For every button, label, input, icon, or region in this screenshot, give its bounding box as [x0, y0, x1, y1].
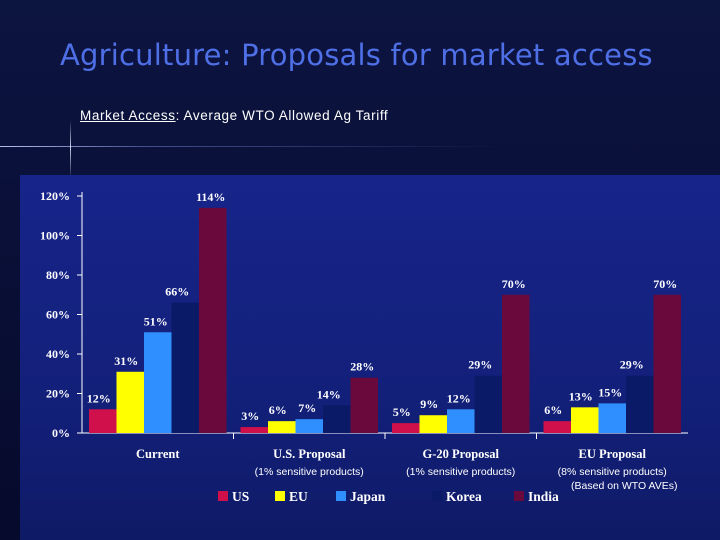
data-label-eu: 9% — [420, 397, 438, 411]
legend-swatch-korea — [432, 491, 442, 501]
bar-japan — [144, 332, 172, 433]
y-tick-label: 120% — [40, 189, 70, 203]
legend-label-japan: Japan — [350, 489, 386, 504]
x-category-note: (1% sensitive products) — [406, 466, 515, 478]
bar-us — [392, 423, 420, 433]
x-category-label: Current — [136, 447, 180, 461]
legend-swatch-india — [514, 491, 524, 501]
data-label-japan: 7% — [298, 401, 316, 415]
data-label-korea: 29% — [620, 358, 644, 372]
bar-eu — [268, 421, 296, 433]
data-label-eu: 6% — [269, 403, 287, 417]
bar-us — [543, 421, 571, 433]
y-tick-label: 40% — [46, 347, 70, 361]
bar-eu — [116, 371, 144, 433]
decor-horizontal-line — [0, 146, 720, 147]
y-tick-label: 100% — [40, 229, 70, 243]
legend-swatch-eu — [275, 491, 285, 501]
data-label-japan: 51% — [144, 314, 168, 328]
data-label-japan: 15% — [598, 385, 622, 399]
bar-us — [240, 427, 268, 433]
bar-us — [89, 409, 117, 433]
y-tick-label: 80% — [46, 268, 70, 282]
data-label-eu: 31% — [114, 354, 138, 368]
x-category-note: (8% sensitive products) — [558, 466, 667, 478]
bar-japan — [447, 409, 475, 433]
bar-korea — [474, 375, 502, 433]
data-label-us: 12% — [87, 391, 111, 405]
subtitle-market-access: Market Access — [80, 108, 176, 123]
bar-eu — [419, 415, 447, 433]
data-label-korea: 29% — [468, 358, 492, 372]
data-label-us: 3% — [241, 409, 259, 423]
legend-swatch-us — [218, 491, 228, 501]
data-label-japan: 12% — [447, 391, 471, 405]
bar-korea — [626, 375, 654, 433]
chart-panel — [20, 175, 720, 540]
data-label-us: 5% — [393, 405, 411, 419]
legend-swatch-japan — [336, 491, 346, 501]
data-label-eu: 13% — [569, 389, 593, 403]
x-category-extra-note: (Based on WTO AVEs) — [571, 480, 677, 492]
data-label-korea: 14% — [317, 387, 341, 401]
x-category-label: G-20 Proposal — [422, 447, 499, 461]
bar-japan — [295, 419, 323, 433]
bar-india — [653, 294, 681, 433]
legend-label-india: India — [528, 489, 559, 504]
legend-label-korea: Korea — [446, 489, 482, 504]
decor-vertical-line — [70, 120, 71, 180]
x-category-label: EU Proposal — [579, 447, 647, 461]
bar-japan — [598, 403, 626, 433]
data-label-india: 70% — [653, 277, 677, 291]
chart-subtitle: Market Access: Average WTO Allowed Ag Ta… — [80, 108, 388, 123]
data-label-india: 70% — [502, 277, 526, 291]
bar-korea — [171, 302, 199, 433]
x-category-label: U.S. Proposal — [273, 447, 346, 461]
y-tick-label: 20% — [46, 387, 70, 401]
data-label-us: 6% — [544, 403, 562, 417]
bar-korea — [323, 405, 351, 433]
data-label-india: 28% — [350, 360, 374, 374]
data-label-korea: 66% — [165, 285, 189, 299]
data-label-india: 114% — [196, 190, 225, 204]
slide-title: Agriculture: Proposals for market access — [60, 38, 653, 72]
x-category-note: (1% sensitive products) — [255, 466, 364, 478]
subtitle-rest: : Average WTO Allowed Ag Tariff — [175, 108, 389, 123]
y-tick-label: 0% — [52, 426, 70, 440]
bar-india — [199, 207, 227, 433]
legend-label-eu: EU — [289, 489, 308, 504]
y-tick-label: 60% — [46, 308, 70, 322]
bar-india — [502, 294, 530, 433]
bar-eu — [571, 407, 599, 433]
legend-label-us: US — [232, 489, 249, 504]
bar-india — [350, 377, 378, 433]
